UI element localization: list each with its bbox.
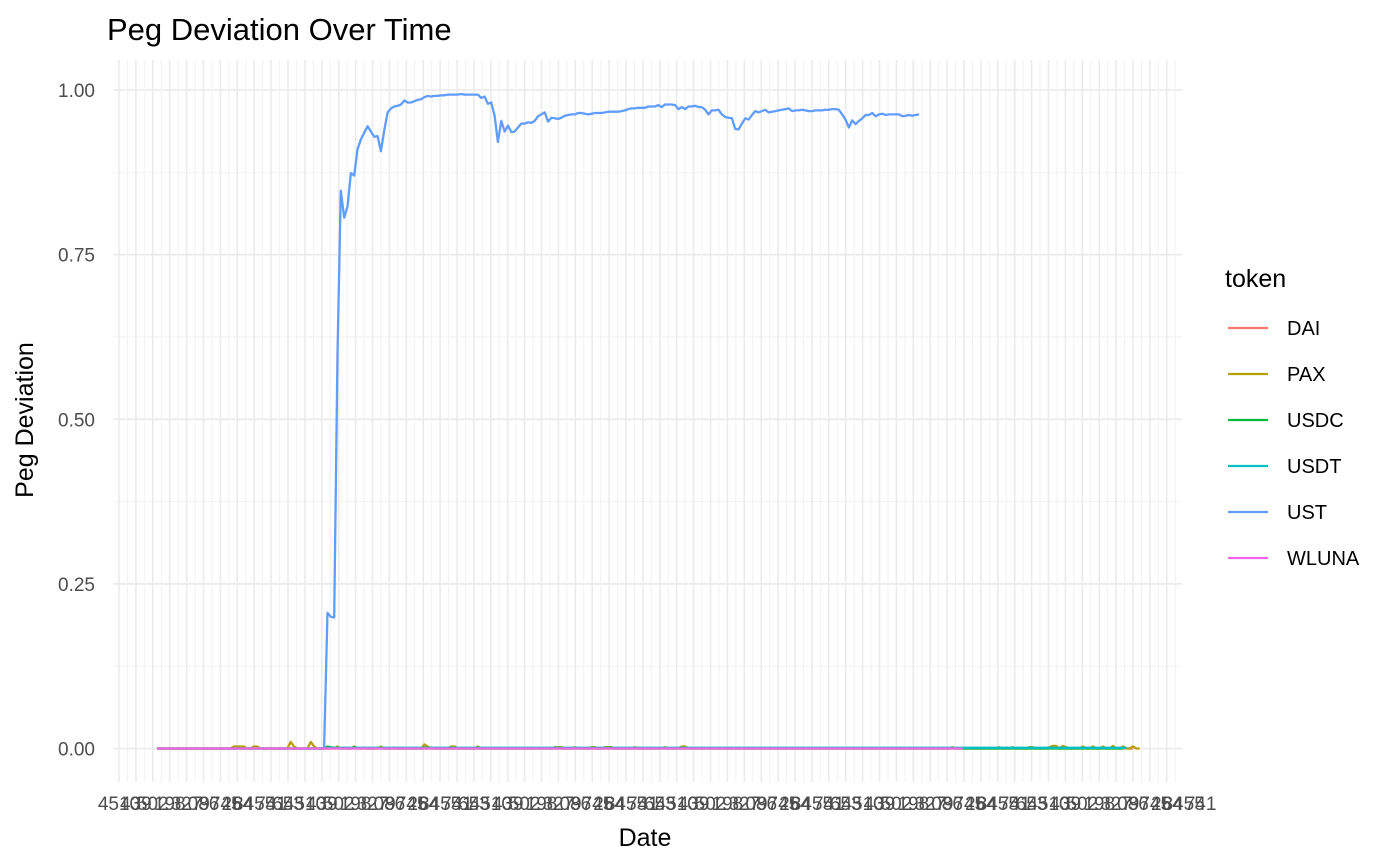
x-axis-title: Date <box>619 824 672 852</box>
legend-label-pax: PAX <box>1287 364 1326 386</box>
series-layer <box>157 92 1140 750</box>
x-tick-label: 086 <box>745 794 777 815</box>
grid-layer <box>113 60 1182 782</box>
x-tick-label: 439 <box>120 794 152 815</box>
x-tick-label: 4510 <box>1027 794 1069 815</box>
x-tick-label: 9745 <box>571 794 613 815</box>
x-tick-label: 086 <box>1117 794 1149 815</box>
x-tick-label: 439 <box>492 794 524 815</box>
x-tick-label: 4510 <box>470 794 512 815</box>
x-tick-label: 327 <box>543 794 575 815</box>
x-tick-label: 264 <box>779 794 811 815</box>
legend-label-usdt: USDT <box>1287 456 1341 478</box>
x-tick-label: 502 <box>1066 794 1098 815</box>
x-tick-label: 741 <box>627 794 659 815</box>
legend-label-usdc: USDC <box>1287 410 1344 432</box>
y-tick-label: 0.75 <box>58 246 95 267</box>
x-tick-label: 8455 <box>977 794 1019 815</box>
x-tick-label: 198 <box>340 794 372 815</box>
x-tick-label: 327 <box>1100 794 1132 815</box>
y-axis-title: Peg Deviation <box>11 342 39 498</box>
legend-title: token <box>1225 265 1286 293</box>
y-tick-label: 0.25 <box>58 575 95 596</box>
x-tick-label: 653 <box>272 794 304 815</box>
y-tick-label: 0.00 <box>58 740 95 761</box>
x-tick-label: 741 <box>441 794 473 815</box>
x-tick-label: 8455 <box>1163 794 1205 815</box>
x-tick-label: 8455 <box>605 794 647 815</box>
legend-label-ust: UST <box>1287 502 1327 524</box>
x-tick-label: 653 <box>830 794 862 815</box>
x-tick-label: 4510 <box>841 794 883 815</box>
y-tick-label: 1.00 <box>58 81 95 102</box>
x-tick-label: 086 <box>559 794 591 815</box>
legend-items: DAI PAX USDC USDT UST WLUNA <box>1228 318 1360 570</box>
x-tick-label: 9745 <box>199 794 241 815</box>
y-axis-ticks: 0.00 0.25 0.50 0.75 1.00 <box>58 81 95 761</box>
x-tick-label: 439 <box>678 794 710 815</box>
x-tick-label: 653 <box>1016 794 1048 815</box>
x-tick-label: 4510 <box>656 794 698 815</box>
x-tick-label: 9745 <box>385 794 427 815</box>
x-tick-label: 9745 <box>1129 794 1171 815</box>
x-tick-label: 198 <box>526 794 558 815</box>
x-tick-label: 653 <box>458 794 490 815</box>
chart-title: Peg Deviation Over Time <box>107 12 452 47</box>
x-tick-label: 198 <box>1083 794 1115 815</box>
x-tick-label: 086 <box>931 794 963 815</box>
x-tick-label: 264 <box>221 794 253 815</box>
x-tick-label: 264 <box>965 794 997 815</box>
x-tick-label: 8455 <box>233 794 275 815</box>
x-tick-label: 264 <box>1151 794 1183 815</box>
x-tick-label: 086 <box>188 794 220 815</box>
x-tick-label: 502 <box>695 794 727 815</box>
x-tick-label: 327 <box>357 794 389 815</box>
x-tick-label: 741 <box>255 794 287 815</box>
x-tick-label: 4510 <box>284 794 326 815</box>
x-tick-label: 8455 <box>791 794 833 815</box>
x-tick-label: 741 <box>813 794 845 815</box>
x-tick-label: 198 <box>154 794 186 815</box>
x-tick-label: 9745 <box>757 794 799 815</box>
x-tick-label: 264 <box>593 794 625 815</box>
x-tick-label: 327 <box>728 794 760 815</box>
x-tick-label: 502 <box>323 794 355 815</box>
x-tick-label: 4510 <box>98 794 140 815</box>
x-tick-label: 653 <box>644 794 676 815</box>
x-tick-label: 439 <box>306 794 338 815</box>
x-tick-label: 327 <box>914 794 946 815</box>
x-tick-label: 8455 <box>419 794 461 815</box>
x-axis-ticks: 4510439502198327086974526484557416534510… <box>98 794 1217 815</box>
x-tick-label: 502 <box>881 794 913 815</box>
y-tick-label: 0.50 <box>58 410 95 431</box>
x-tick-label: 264 <box>407 794 439 815</box>
x-tick-label: 086 <box>374 794 406 815</box>
x-tick-label: 741 <box>1185 794 1217 815</box>
x-tick-label: 439 <box>1050 794 1082 815</box>
x-tick-label: 741 <box>999 794 1031 815</box>
x-tick-label: 198 <box>712 794 744 815</box>
x-tick-label: 502 <box>509 794 541 815</box>
x-tick-label: 439 <box>864 794 896 815</box>
legend: token DAI PAX USDC USDT UST WLUNA <box>1225 265 1360 570</box>
x-tick-label: 198 <box>897 794 929 815</box>
legend-label-dai: DAI <box>1287 318 1320 340</box>
x-tick-label: 327 <box>171 794 203 815</box>
x-tick-label: 9745 <box>943 794 985 815</box>
x-tick-label: 502 <box>137 794 169 815</box>
legend-label-wluna: WLUNA <box>1287 548 1360 570</box>
